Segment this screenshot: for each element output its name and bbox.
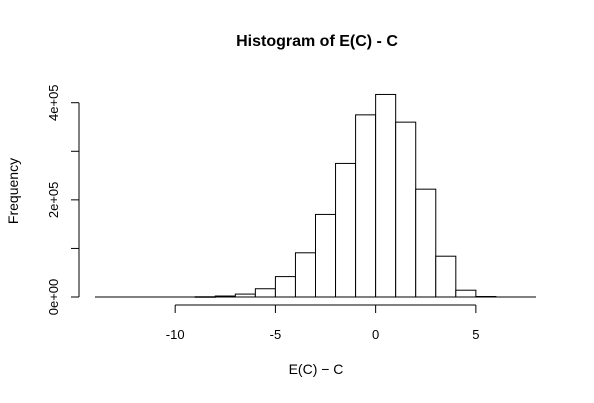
x-axis-label: E(C) − C [289, 361, 344, 377]
histogram-bar [254, 288, 276, 298]
histogram-bar [315, 213, 337, 298]
y-axis-label: Frequency [5, 158, 21, 224]
histogram-bar [455, 289, 477, 298]
histogram-bar [335, 162, 357, 298]
y-tick-label: 0e+00 [46, 279, 61, 316]
histogram-bar [294, 252, 317, 298]
histogram-bar [375, 93, 397, 298]
histogram-bars [194, 93, 497, 298]
histogram-bar [355, 114, 377, 298]
x-tick-label: -10 [166, 327, 185, 342]
x-tick-label: 5 [472, 327, 479, 342]
histogram-bar [435, 255, 457, 298]
chart-title: Histogram of E(C) - C [236, 33, 398, 50]
y-axis: 0e+00 2e+05 4e+05 [46, 84, 80, 316]
x-tick-label: 0 [372, 327, 379, 342]
x-tick-label: -5 [270, 327, 282, 342]
histogram-bar [415, 188, 437, 298]
histogram-bar [274, 276, 296, 298]
histogram-bar [395, 121, 417, 298]
y-tick-label: 2e+05 [46, 182, 61, 219]
x-axis: -10 -5 0 5 [166, 304, 479, 342]
y-tick-label: 4e+05 [46, 84, 61, 121]
